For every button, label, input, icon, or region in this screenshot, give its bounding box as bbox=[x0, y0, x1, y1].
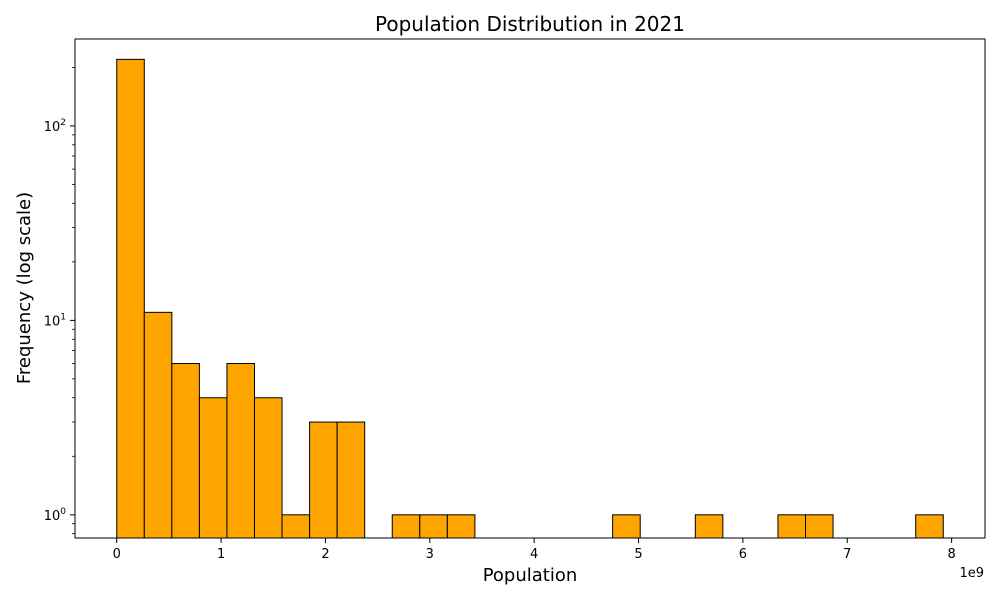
chart-title: Population Distribution in 2021 bbox=[375, 12, 685, 36]
bars-layer bbox=[116, 58, 944, 539]
histogram-bar-13 bbox=[612, 514, 641, 539]
x-axis-label: Population bbox=[483, 565, 578, 586]
x-tick-label: 6 bbox=[739, 547, 747, 562]
x-tick-label: 8 bbox=[947, 547, 955, 562]
histogram-bar-16 bbox=[805, 514, 834, 539]
histogram-bar-6 bbox=[253, 397, 283, 539]
histogram-bar-4 bbox=[198, 397, 228, 539]
x-tick-label: 3 bbox=[426, 547, 434, 562]
x-axis-offset-label: 1e9 bbox=[959, 566, 984, 581]
plot-frame bbox=[74, 38, 986, 539]
histogram-bar-9 bbox=[336, 421, 366, 539]
x-tick-label: 4 bbox=[530, 547, 538, 562]
histogram-bar-3 bbox=[171, 363, 200, 539]
histogram-bar-15 bbox=[777, 514, 807, 539]
histogram-bar-2 bbox=[143, 311, 173, 539]
x-tick-label: 1 bbox=[217, 547, 225, 562]
histogram-bar-8 bbox=[309, 421, 338, 539]
histogram-bar-11 bbox=[419, 514, 448, 539]
histogram-bar-10 bbox=[391, 514, 421, 539]
x-tick-label: 2 bbox=[321, 547, 329, 562]
histogram-bar-7 bbox=[281, 514, 311, 539]
histogram-bar-14 bbox=[694, 514, 724, 539]
histogram-bar-17 bbox=[915, 514, 944, 539]
histogram-bar-12 bbox=[446, 514, 476, 539]
histogram-bar-1 bbox=[116, 58, 145, 539]
histogram-bar-5 bbox=[226, 363, 255, 539]
x-tick-label: 7 bbox=[843, 547, 851, 562]
y-axis-label: Frequency (log scale) bbox=[14, 192, 35, 384]
x-tick-label: 0 bbox=[113, 547, 121, 562]
x-tick-label: 5 bbox=[634, 547, 642, 562]
